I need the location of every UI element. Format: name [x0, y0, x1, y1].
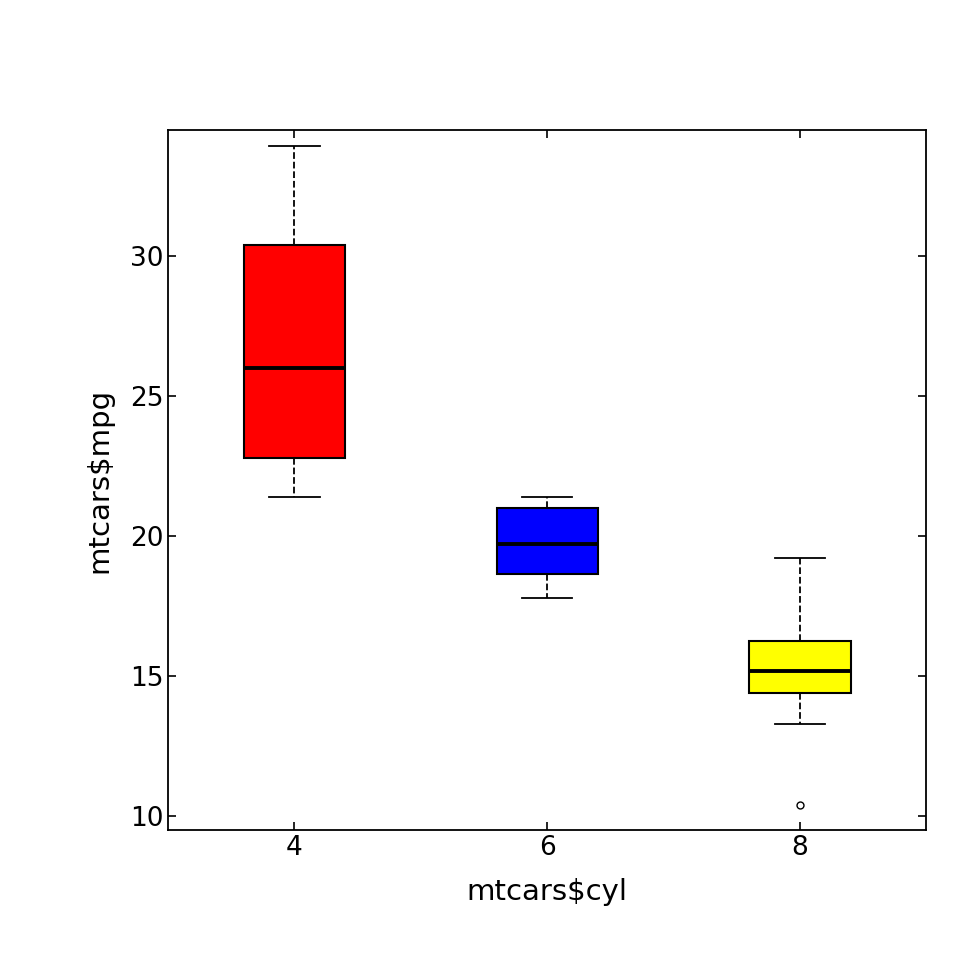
Y-axis label: mtcars$mpg: mtcars$mpg: [85, 388, 113, 572]
FancyBboxPatch shape: [750, 641, 851, 693]
FancyBboxPatch shape: [244, 245, 345, 458]
FancyBboxPatch shape: [496, 508, 598, 574]
X-axis label: mtcars$cyl: mtcars$cyl: [467, 878, 628, 906]
